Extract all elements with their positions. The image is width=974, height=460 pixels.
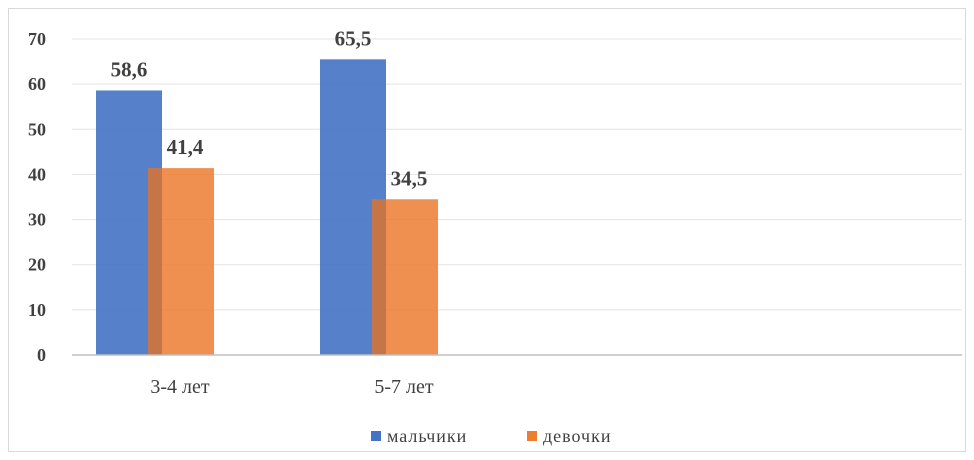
y-tick-label: 20 (28, 255, 46, 275)
data-label: 58,6 (111, 57, 148, 81)
legend-swatch (527, 431, 537, 441)
legend-label: девочки (543, 426, 612, 446)
bar-overlap-shade (148, 168, 162, 355)
legend: мальчики девочки (371, 426, 612, 446)
x-category-label: 5-7 лет (374, 376, 434, 398)
y-tick-label: 10 (28, 300, 46, 320)
data-labels: 58,6 41,4 65,5 34,5 (111, 26, 428, 190)
data-label: 34,5 (391, 166, 428, 190)
gridlines (72, 38, 962, 311)
y-tick-label: 70 (28, 29, 46, 49)
bar-overlap-shade (372, 199, 386, 355)
data-label: 65,5 (335, 26, 372, 50)
x-category-label: 3-4 лет (150, 376, 210, 398)
x-axis: 3-4 лет 5-7 лет (72, 354, 962, 398)
y-tick-label: 50 (28, 119, 46, 139)
data-label: 41,4 (167, 135, 204, 159)
legend-label: мальчики (387, 426, 467, 446)
legend-swatch (371, 431, 381, 441)
y-axis: 0 10 20 30 40 50 60 70 (28, 29, 46, 365)
y-tick-label: 0 (37, 345, 46, 365)
y-tick-label: 40 (28, 164, 46, 184)
y-tick-label: 30 (28, 210, 46, 230)
bars (96, 59, 438, 356)
y-tick-label: 60 (28, 74, 46, 94)
